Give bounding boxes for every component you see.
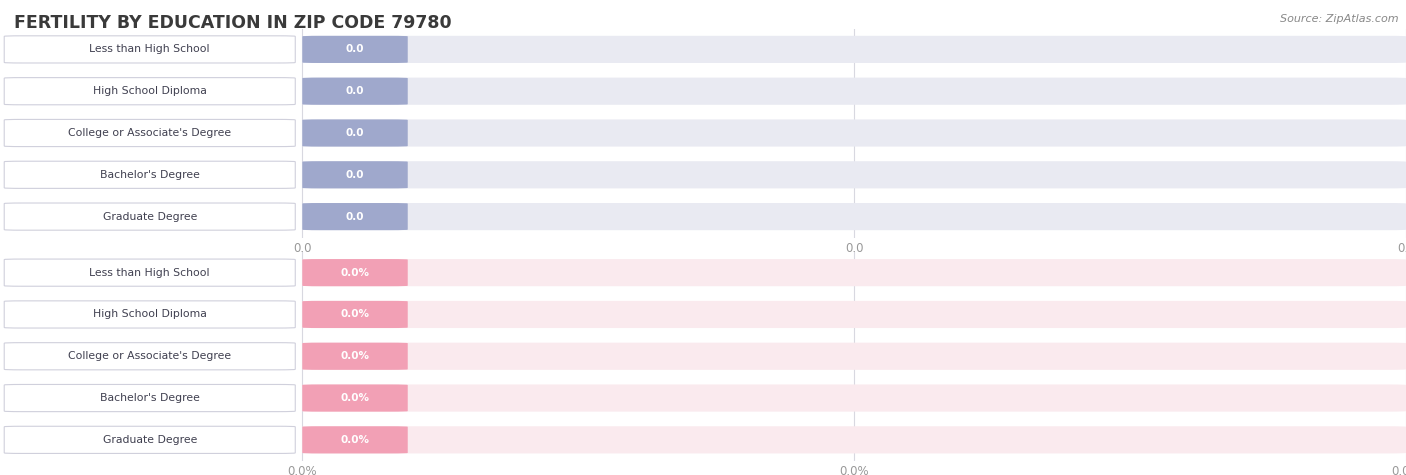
Text: Graduate Degree: Graduate Degree bbox=[103, 211, 197, 222]
Text: Less than High School: Less than High School bbox=[90, 44, 209, 55]
FancyBboxPatch shape bbox=[302, 77, 408, 105]
Text: High School Diploma: High School Diploma bbox=[93, 309, 207, 320]
Text: 0.0: 0.0 bbox=[346, 128, 364, 138]
Text: 0.0: 0.0 bbox=[346, 170, 364, 180]
FancyBboxPatch shape bbox=[302, 384, 408, 412]
FancyBboxPatch shape bbox=[302, 161, 1406, 189]
FancyBboxPatch shape bbox=[4, 36, 295, 63]
FancyBboxPatch shape bbox=[4, 384, 295, 412]
FancyBboxPatch shape bbox=[4, 161, 295, 189]
FancyBboxPatch shape bbox=[4, 203, 295, 230]
FancyBboxPatch shape bbox=[302, 342, 1406, 370]
Text: 0.0: 0.0 bbox=[346, 86, 364, 96]
Text: Source: ZipAtlas.com: Source: ZipAtlas.com bbox=[1281, 14, 1399, 24]
Text: 0.0%: 0.0% bbox=[340, 435, 370, 445]
FancyBboxPatch shape bbox=[302, 426, 408, 454]
FancyBboxPatch shape bbox=[302, 161, 408, 189]
FancyBboxPatch shape bbox=[4, 301, 295, 328]
Text: 0.0: 0.0 bbox=[346, 211, 364, 222]
FancyBboxPatch shape bbox=[302, 301, 408, 328]
Text: College or Associate's Degree: College or Associate's Degree bbox=[67, 351, 232, 361]
Text: FERTILITY BY EDUCATION IN ZIP CODE 79780: FERTILITY BY EDUCATION IN ZIP CODE 79780 bbox=[14, 14, 451, 32]
FancyBboxPatch shape bbox=[302, 203, 1406, 230]
Text: Bachelor's Degree: Bachelor's Degree bbox=[100, 170, 200, 180]
FancyBboxPatch shape bbox=[302, 203, 408, 230]
FancyBboxPatch shape bbox=[4, 77, 295, 105]
FancyBboxPatch shape bbox=[302, 119, 408, 147]
FancyBboxPatch shape bbox=[302, 77, 1406, 105]
Text: 0.0%: 0.0% bbox=[340, 267, 370, 278]
FancyBboxPatch shape bbox=[302, 259, 1406, 286]
Text: Bachelor's Degree: Bachelor's Degree bbox=[100, 393, 200, 403]
Text: 0.0%: 0.0% bbox=[340, 393, 370, 403]
FancyBboxPatch shape bbox=[4, 426, 295, 454]
Text: 0.0%: 0.0% bbox=[340, 351, 370, 361]
FancyBboxPatch shape bbox=[302, 426, 1406, 454]
Text: 0.0: 0.0 bbox=[346, 44, 364, 55]
Text: Less than High School: Less than High School bbox=[90, 267, 209, 278]
FancyBboxPatch shape bbox=[302, 119, 1406, 147]
FancyBboxPatch shape bbox=[302, 259, 408, 286]
FancyBboxPatch shape bbox=[302, 301, 1406, 328]
FancyBboxPatch shape bbox=[302, 36, 1406, 63]
FancyBboxPatch shape bbox=[302, 342, 408, 370]
FancyBboxPatch shape bbox=[302, 36, 408, 63]
FancyBboxPatch shape bbox=[4, 119, 295, 147]
FancyBboxPatch shape bbox=[4, 342, 295, 370]
Text: Graduate Degree: Graduate Degree bbox=[103, 435, 197, 445]
Text: High School Diploma: High School Diploma bbox=[93, 86, 207, 96]
Text: 0.0%: 0.0% bbox=[340, 309, 370, 320]
FancyBboxPatch shape bbox=[4, 259, 295, 286]
Text: College or Associate's Degree: College or Associate's Degree bbox=[67, 128, 232, 138]
FancyBboxPatch shape bbox=[302, 384, 1406, 412]
